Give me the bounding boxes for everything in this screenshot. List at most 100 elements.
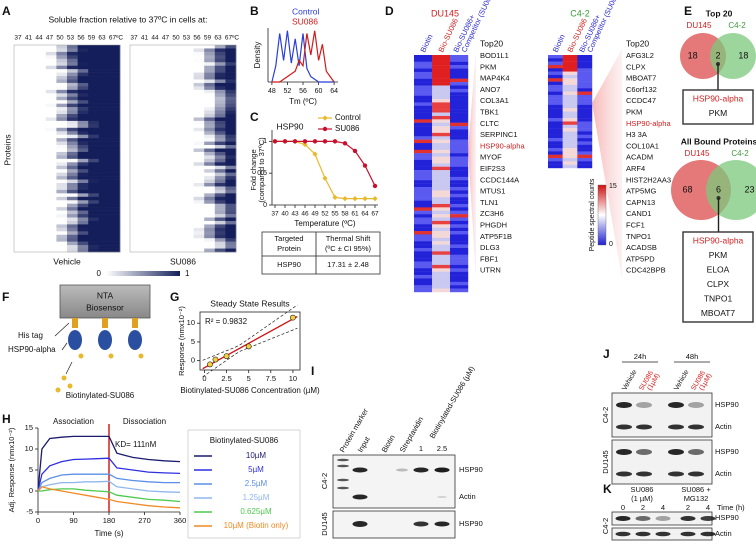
heatmap-cell [35, 48, 47, 53]
label: ELOA [707, 264, 730, 274]
heatmap-cell [45, 214, 57, 218]
heatmap-cell [414, 126, 433, 130]
heatmap-cell [35, 120, 47, 125]
heatmap-cell [414, 95, 433, 100]
heatmap-cell [24, 114, 36, 118]
heatmap-cell [98, 127, 110, 132]
heatmap-cell [109, 45, 121, 49]
heatmap-cell [14, 179, 25, 184]
heatmap-cell [88, 117, 100, 122]
heatmap-cell [161, 58, 173, 63]
heatmap-cell [450, 65, 469, 69]
heatmap-cell [193, 51, 205, 56]
heatmap-cell [67, 45, 78, 49]
heatmap-cell [450, 268, 469, 272]
heatmap-cell [204, 196, 216, 201]
label: 23 [744, 184, 754, 194]
heatmap-cell [151, 100, 163, 104]
heatmap-cell [88, 176, 100, 180]
heatmap-cell [577, 78, 593, 82]
heatmap-cell [45, 86, 57, 91]
heatmap-cell [204, 234, 216, 239]
confidence-band [202, 304, 298, 361]
heatmap-cell [35, 214, 47, 218]
heatmap-cell [432, 163, 451, 167]
heatmap-cell [98, 79, 110, 84]
heatmap-cell [14, 224, 25, 229]
heatmap-cell [14, 96, 25, 101]
heatmap-cell [98, 245, 110, 249]
blot-band [688, 471, 704, 477]
heatmap-cell [14, 124, 25, 129]
heatmap-cell [214, 114, 226, 118]
heatmap-cell [24, 203, 36, 208]
heatmap-cell [45, 207, 57, 211]
label: HSP90 [459, 465, 483, 474]
heatmap-cell [225, 245, 237, 249]
heatmap-cell [214, 162, 226, 167]
heatmap-cell [98, 148, 110, 153]
legend-marker [322, 115, 328, 121]
heatmap-cell [151, 183, 163, 187]
heatmap-cell [88, 220, 100, 225]
heatmap-cell [56, 183, 68, 187]
heatmap-cell [35, 138, 47, 142]
heatmap-cell [109, 214, 121, 218]
heatmap-cell [432, 85, 451, 90]
heatmap-cell [172, 196, 184, 201]
heatmap-cell [56, 131, 68, 135]
heatmap-cell [45, 241, 57, 246]
x-tick-label: 90 [69, 516, 77, 525]
heatmap-cell [109, 207, 121, 211]
heatmap-cell [56, 176, 68, 180]
label: KD= 111nM [115, 440, 157, 449]
heatmap-cell [214, 103, 226, 108]
heatmap-cell [140, 62, 152, 66]
heatmap-cell [450, 190, 469, 195]
heatmap-cell [24, 110, 36, 115]
heatmap-cell [204, 48, 216, 53]
heatmap-cell [35, 131, 47, 135]
heatmap-cell [98, 76, 110, 80]
heatmap-cell [24, 183, 36, 187]
heatmap-cell [14, 227, 25, 232]
gene-label: COL10A1 [626, 141, 659, 150]
heatmap-cell [88, 79, 100, 84]
heatmap-cell [548, 104, 563, 109]
gene-label: FCF1 [626, 220, 645, 229]
heatmap-cell [193, 214, 205, 218]
heatmap-cell [88, 186, 100, 191]
temp-label: 44 [151, 35, 159, 42]
heatmap-cell [414, 136, 433, 140]
heatmap-cell [98, 179, 110, 184]
sensorgram [38, 488, 181, 503]
legend-label: 10µM (Biotin only) [224, 521, 289, 530]
heatmap-cell [225, 148, 237, 153]
gene-label: TBK1 [480, 107, 499, 116]
heatmap-cell [151, 124, 163, 129]
heatmap-cell [14, 62, 25, 66]
heatmap-cell [130, 179, 141, 184]
heatmap-cell [77, 45, 89, 49]
heatmap-cell [35, 189, 47, 194]
panel-letter: H [2, 412, 11, 426]
heatmap-cell [24, 245, 36, 249]
heatmap-cell [130, 227, 141, 232]
heatmap-cell [193, 248, 205, 253]
gene-label: ATP5MG [626, 187, 656, 196]
heatmap-cell [109, 55, 121, 60]
gene-label: ZC3H6 [480, 209, 504, 218]
heatmap-cell [577, 108, 593, 112]
heatmap-cell [14, 69, 25, 73]
heatmap-cell [414, 88, 433, 93]
heatmap-cell [161, 148, 173, 153]
heatmap-cell [193, 234, 205, 239]
heatmap-cell [24, 193, 36, 198]
heatmap-cell [172, 214, 184, 218]
heatmap-cell [151, 72, 163, 77]
heatmap-cell [450, 170, 469, 174]
heatmap-cell [140, 165, 152, 170]
heatmap-cell [67, 114, 78, 118]
heatmap-cell [172, 79, 184, 84]
heatmap-cell [172, 155, 184, 160]
